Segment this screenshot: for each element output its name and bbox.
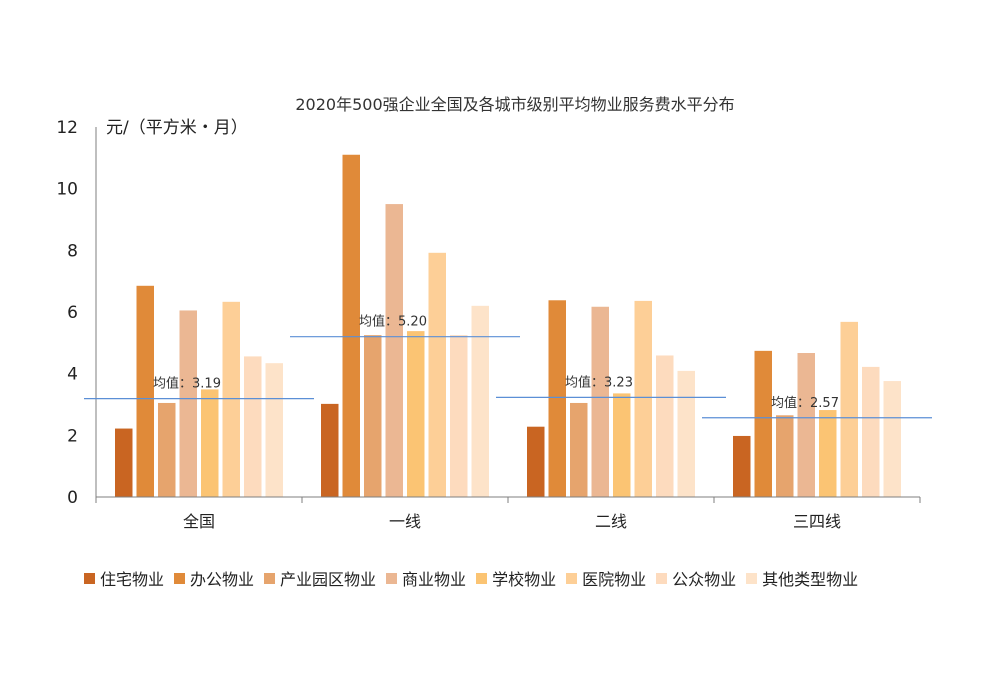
x-tick-label: 一线: [389, 512, 421, 531]
x-axis-ticks: 全国 一线 二线 三四线: [95, 497, 921, 531]
bar: [471, 305, 489, 497]
bar: [201, 389, 219, 497]
y-tick-label: 6: [67, 303, 78, 323]
y-tick-label: 2: [67, 426, 78, 446]
legend-swatch: [746, 572, 758, 584]
bar: [776, 415, 794, 497]
x-tick-label: 二线: [595, 512, 627, 531]
legend-swatch: [84, 572, 95, 584]
bar: [244, 356, 262, 497]
bar: [385, 204, 403, 498]
y-tick-label: 10: [56, 180, 78, 200]
legend-label: 公众物业: [672, 570, 737, 589]
bar: [797, 353, 815, 497]
legend-swatch: [174, 572, 186, 584]
bar: [428, 252, 446, 497]
bar: [265, 363, 283, 497]
bar: [677, 370, 695, 497]
mean-label: 均值：5.20: [359, 314, 427, 330]
legend-label: 医院物业: [582, 570, 647, 589]
bar: [613, 393, 631, 497]
bar: [450, 335, 468, 497]
legend-label: 住宅物业: [100, 570, 165, 589]
legend-item: 公众物业: [656, 566, 736, 590]
bar: [570, 402, 588, 497]
legend-label: 办公物业: [190, 570, 255, 589]
x-tick-label: 全国: [183, 512, 215, 531]
bar: [634, 300, 652, 497]
bars-group: [115, 154, 901, 498]
bar: [591, 306, 609, 497]
legend-swatch: [476, 572, 488, 584]
bar: [342, 154, 360, 497]
chart-legend: 住宅物业 办公物业 产业园区物业 商业物业 学校物业 医院物业 公众物业 其他类型物业: [84, 566, 944, 590]
mean-label: 均值：2.57: [771, 395, 839, 411]
bar: [158, 402, 176, 497]
bar: [136, 285, 154, 497]
y-axis-label: 元/（平方米・月）: [106, 118, 248, 138]
bar: [840, 321, 858, 497]
bar: [364, 335, 382, 497]
y-tick-label: 0: [67, 488, 78, 508]
legend-item: 学校物业: [476, 566, 556, 590]
y-tick-label: 12: [56, 118, 78, 138]
bar: [733, 435, 751, 497]
legend-item: 其他类型物业: [746, 566, 858, 590]
legend-swatch: [656, 572, 668, 584]
legend-item: 产业园区物业: [264, 566, 376, 590]
bar: [321, 403, 339, 497]
chart-title: 2020年500强企业全国及各城市级别平均物业服务费水平分布: [295, 95, 734, 114]
bar: [862, 366, 880, 497]
legend-label: 其他类型物业: [762, 570, 859, 589]
y-axis-ticks: 0 2 4 6 8 10 12: [56, 118, 97, 508]
legend-item: 商业物业: [386, 566, 466, 590]
legend-item: 医院物业: [566, 566, 646, 590]
y-tick-label: 4: [67, 365, 78, 385]
bar: [222, 301, 240, 497]
bar: [819, 410, 837, 497]
mean-label: 均值：3.19: [153, 376, 221, 392]
mean-lines-group: 均值：3.19 均值：5.20 均值：3.23 均值：2.57: [84, 314, 932, 419]
legend-item: 住宅物业: [84, 566, 164, 590]
mean-label: 均值：3.23: [565, 374, 633, 390]
legend-label: 产业园区物业: [280, 570, 377, 589]
bar: [883, 381, 901, 497]
legend-swatch: [386, 572, 398, 584]
legend-label: 商业物业: [402, 570, 467, 589]
bar: [115, 428, 133, 497]
legend-swatch: [264, 572, 276, 584]
x-tick-label: 三四线: [793, 512, 841, 531]
legend-label: 学校物业: [492, 570, 557, 589]
legend-swatch: [566, 572, 578, 584]
bar: [179, 310, 197, 497]
bar: [656, 355, 674, 497]
legend-item: 办公物业: [174, 566, 254, 590]
bar: [548, 300, 566, 497]
bar: [407, 331, 425, 497]
bar: [527, 426, 545, 497]
y-tick-label: 8: [67, 241, 78, 261]
bar: [754, 350, 772, 497]
